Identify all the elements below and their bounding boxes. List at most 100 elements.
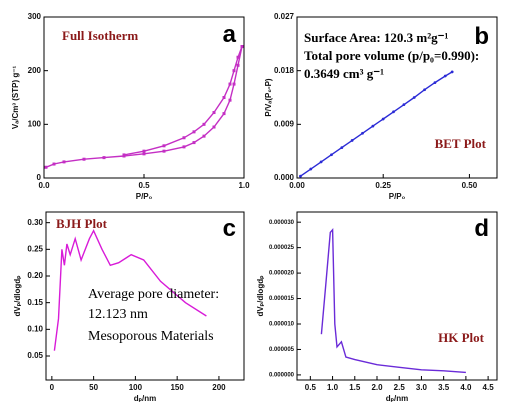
x-tick-label: 1.5 xyxy=(349,383,361,392)
marker xyxy=(222,112,226,116)
x-tick-label: 0.50 xyxy=(462,181,478,190)
marker xyxy=(443,74,447,78)
x-tick-label: 3.0 xyxy=(416,383,428,392)
y-axis-label: Vₐ/Cm³ (STP) g⁻¹ xyxy=(11,66,20,130)
x-tick-label: 1.0 xyxy=(238,181,250,190)
marker xyxy=(52,162,56,166)
x-tick-label: 2.5 xyxy=(394,383,406,392)
x-tick-label: 0.00 xyxy=(289,181,305,190)
x-tick-label: 0.0 xyxy=(38,181,50,190)
y-tick-label: 0.000 xyxy=(274,173,295,182)
marker xyxy=(212,125,216,129)
y-tick-label: 200 xyxy=(28,66,42,75)
marker xyxy=(182,145,186,149)
marker xyxy=(371,124,375,128)
marker xyxy=(44,165,48,169)
y-tick-label: 0.30 xyxy=(27,218,43,227)
marker xyxy=(340,146,344,149)
y-tick-label: 0.000015 xyxy=(269,296,295,302)
marker xyxy=(402,103,406,107)
x-tick-label: 4.0 xyxy=(460,383,472,392)
panel-label: b xyxy=(474,23,489,50)
y-tick-label: 300 xyxy=(28,12,42,21)
x-tick-label: 200 xyxy=(212,383,226,392)
data-line xyxy=(300,71,453,177)
annotation: 0.3649 cm³ g⁻¹ xyxy=(304,66,384,81)
panel-label: a xyxy=(223,21,237,48)
marker xyxy=(202,134,206,138)
x-tick-label: 0.5 xyxy=(305,383,317,392)
annotation: Surface Area: 120.3 m²g⁻¹ xyxy=(304,30,448,45)
marker xyxy=(162,144,166,148)
marker xyxy=(236,55,240,59)
y-tick-label: 0.15 xyxy=(27,298,43,307)
plot-frame xyxy=(296,16,498,179)
chart-title: HK Plot xyxy=(438,330,485,345)
x-tick-label: 150 xyxy=(170,383,184,392)
marker xyxy=(102,156,106,160)
marker xyxy=(381,117,385,121)
data-line xyxy=(45,46,243,168)
annotation: Mesoporous Materials xyxy=(88,329,214,344)
y-tick-label: 0.000025 xyxy=(269,245,295,251)
x-tick-label: 100 xyxy=(129,383,143,392)
y-tick-label: 0 xyxy=(37,173,42,182)
marker xyxy=(309,167,313,171)
marker xyxy=(240,45,244,49)
marker xyxy=(142,152,146,156)
chart-title: BET Plot xyxy=(435,136,487,151)
marker xyxy=(236,63,240,67)
y-tick-label: 0.000010 xyxy=(269,322,295,328)
y-tick-label: 0.000030 xyxy=(269,220,295,226)
y-tick-label: 0.10 xyxy=(27,324,43,333)
panel-label: d xyxy=(474,215,489,242)
marker xyxy=(412,96,416,99)
marker xyxy=(423,88,426,92)
y-tick-label: 0.000020 xyxy=(269,271,295,277)
x-axis-label: dₚ/nm xyxy=(386,394,409,403)
annotation: Average pore diameter: xyxy=(88,287,219,302)
marker xyxy=(122,153,126,157)
marker xyxy=(228,98,232,102)
annotation: Total pore volume (p/p₀=0.990): xyxy=(304,48,479,63)
y-axis-label: P/Vₐ(P₀-P) xyxy=(264,78,273,117)
data-line xyxy=(320,227,466,374)
y-tick-label: 0.009 xyxy=(274,119,295,128)
y-tick-label: 0.000000 xyxy=(269,372,295,378)
y-tick-label: 100 xyxy=(28,119,42,128)
plot-frame xyxy=(296,211,498,381)
marker xyxy=(212,111,216,115)
y-tick-label: 0.25 xyxy=(27,244,43,253)
chart-title: BJH Plot xyxy=(56,216,108,231)
marker xyxy=(222,96,226,99)
marker xyxy=(392,110,395,114)
marker xyxy=(142,149,146,153)
marker xyxy=(232,82,236,86)
marker xyxy=(202,122,206,126)
marker xyxy=(228,82,232,86)
marker xyxy=(350,139,354,142)
plot-frame xyxy=(45,211,245,381)
data-line xyxy=(53,229,207,351)
x-tick-label: 1.0 xyxy=(327,383,339,392)
x-axis-label: P/P₀ xyxy=(389,192,406,201)
y-axis-label: dVₚ/dlogdₚ xyxy=(13,275,22,317)
x-tick-label: 2.0 xyxy=(371,383,383,392)
y-tick-label: 0.018 xyxy=(274,66,295,75)
x-axis-label: dₚ/nm xyxy=(134,394,157,403)
annotation: 12.123 nm xyxy=(88,307,148,322)
x-tick-label: 0 xyxy=(50,383,55,392)
marker xyxy=(82,157,86,161)
data-line xyxy=(123,46,243,156)
chart-title: Full Isotherm xyxy=(62,28,138,43)
marker xyxy=(330,153,333,157)
marker xyxy=(319,160,323,164)
y-axis-label: dVₚ/dlogdₚ xyxy=(256,275,265,317)
marker xyxy=(192,130,196,134)
x-tick-label: 3.5 xyxy=(438,383,450,392)
marker xyxy=(433,81,437,84)
y-tick-label: 0.000005 xyxy=(269,347,295,353)
y-tick-label: 0.027 xyxy=(274,12,295,21)
marker xyxy=(62,160,66,164)
